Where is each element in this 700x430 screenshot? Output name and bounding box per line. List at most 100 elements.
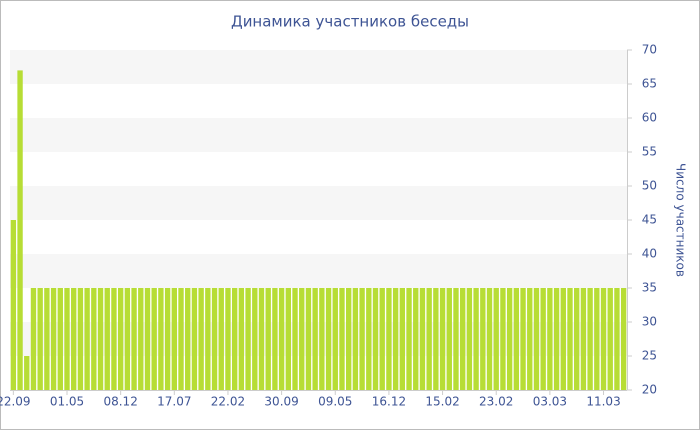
bar bbox=[587, 288, 593, 390]
bar bbox=[594, 288, 600, 390]
bar bbox=[144, 288, 151, 390]
x-tick-label: 30.09 bbox=[264, 395, 298, 409]
bar bbox=[439, 288, 446, 390]
bar bbox=[466, 288, 473, 390]
bar bbox=[104, 288, 110, 390]
bar bbox=[600, 288, 607, 390]
bar bbox=[493, 288, 499, 390]
bar bbox=[272, 288, 278, 390]
y-tick-label: 25 bbox=[642, 349, 657, 363]
bar bbox=[44, 288, 50, 390]
bar bbox=[540, 288, 546, 390]
bar bbox=[91, 288, 97, 390]
bar bbox=[50, 288, 57, 390]
bar bbox=[185, 288, 191, 390]
bar bbox=[211, 288, 218, 390]
bar bbox=[24, 356, 30, 390]
bar bbox=[547, 288, 553, 390]
bar bbox=[614, 288, 620, 390]
bar bbox=[359, 288, 365, 390]
bar bbox=[171, 288, 177, 390]
bar bbox=[574, 288, 580, 390]
bar bbox=[553, 288, 560, 390]
bar bbox=[245, 288, 251, 390]
bar bbox=[117, 288, 124, 390]
grid-band bbox=[10, 186, 627, 220]
x-tick-label: 03.03 bbox=[533, 395, 567, 409]
y-tick-label: 60 bbox=[642, 111, 657, 125]
grid-band bbox=[10, 50, 627, 84]
bar bbox=[345, 288, 352, 390]
y-tick-label: 20 bbox=[642, 383, 657, 397]
bar bbox=[580, 288, 587, 390]
grid-band bbox=[10, 118, 627, 152]
bar bbox=[453, 288, 459, 390]
chart-title: Динамика участников беседы bbox=[231, 13, 469, 31]
bar bbox=[392, 288, 399, 390]
bar bbox=[607, 288, 613, 390]
bar bbox=[205, 288, 211, 390]
y-tick-label: 40 bbox=[642, 247, 657, 261]
bar bbox=[480, 288, 486, 390]
bar bbox=[513, 288, 520, 390]
x-tick-label: 17.07 bbox=[157, 395, 191, 409]
bar bbox=[111, 288, 117, 390]
x-tick-label: 22.02 bbox=[211, 395, 245, 409]
bar bbox=[506, 288, 513, 390]
bar bbox=[71, 288, 77, 390]
x-tick-label: 01.05 bbox=[50, 395, 84, 409]
bar bbox=[238, 288, 245, 390]
bar bbox=[533, 288, 540, 390]
x-tick-label: 16.12 bbox=[372, 395, 406, 409]
bar bbox=[124, 288, 131, 390]
y-tick-label: 70 bbox=[642, 43, 657, 57]
bar bbox=[198, 288, 204, 390]
y-tick-label: 55 bbox=[642, 145, 657, 159]
bar bbox=[17, 70, 23, 391]
bar bbox=[386, 288, 392, 390]
bar bbox=[473, 288, 479, 390]
bar bbox=[460, 288, 466, 390]
bar bbox=[352, 288, 359, 390]
bar bbox=[366, 288, 372, 390]
bar bbox=[292, 288, 298, 390]
x-tick-label: 08.12 bbox=[103, 395, 137, 409]
bar bbox=[178, 288, 184, 390]
bar bbox=[560, 288, 566, 390]
y-tick-label: 35 bbox=[642, 281, 657, 295]
bar bbox=[37, 288, 43, 390]
bar bbox=[10, 220, 17, 390]
y-tick-label: 50 bbox=[642, 179, 657, 193]
bar bbox=[138, 288, 144, 390]
bar bbox=[413, 288, 419, 390]
x-tick-label: 11.03 bbox=[586, 395, 620, 409]
bar bbox=[285, 288, 292, 390]
bar bbox=[312, 288, 318, 390]
bar bbox=[379, 288, 385, 390]
bar bbox=[278, 288, 285, 390]
x-tick-label: 09.05 bbox=[318, 395, 352, 409]
bar bbox=[399, 288, 406, 390]
bar bbox=[131, 288, 137, 390]
bar bbox=[158, 288, 164, 390]
bar bbox=[406, 288, 412, 390]
bar bbox=[332, 288, 338, 390]
bar bbox=[265, 288, 271, 390]
bar bbox=[64, 288, 70, 390]
bar bbox=[218, 288, 224, 390]
bar bbox=[339, 288, 345, 390]
bar bbox=[151, 288, 157, 390]
x-tick-label: 22.09 bbox=[0, 395, 31, 409]
bar bbox=[164, 288, 171, 390]
bar bbox=[486, 288, 493, 390]
bar bbox=[57, 288, 63, 390]
x-tick-label: 23.02 bbox=[479, 395, 513, 409]
bar bbox=[77, 288, 84, 390]
bar bbox=[520, 288, 526, 390]
x-tick-label: 15.02 bbox=[425, 395, 459, 409]
y-axis-label: Число участников bbox=[674, 163, 688, 277]
bar bbox=[446, 288, 452, 390]
bar bbox=[372, 288, 379, 390]
y-tick-label: 30 bbox=[642, 315, 657, 329]
